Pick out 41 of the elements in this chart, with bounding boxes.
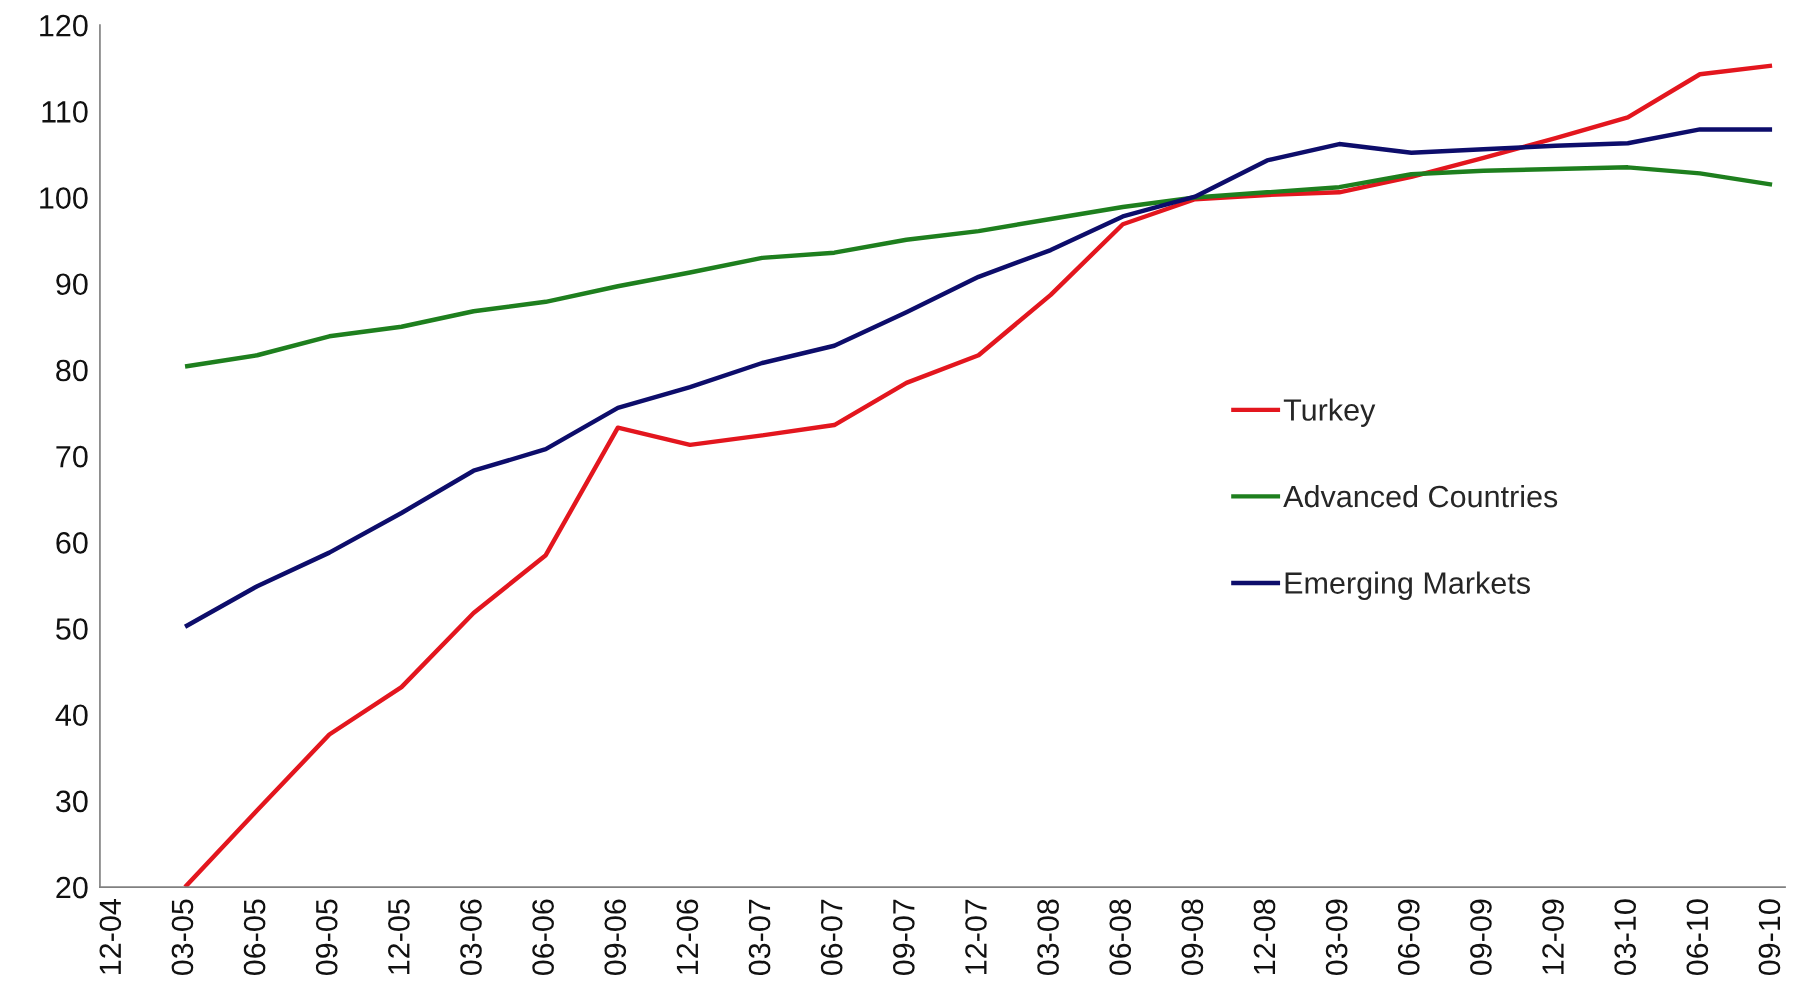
y-tick-label: 40 (55, 704, 88, 727)
x-tick-label: 12-07 (965, 899, 987, 974)
y-tick-label: 20 (56, 876, 88, 899)
line-series (182, 165, 1775, 369)
x-tick-label: 03-06 (460, 899, 482, 976)
x-tick-label: 03-07 (748, 899, 771, 976)
x-tick-label: 12-06 (676, 899, 699, 974)
x-tick-label: 06-09 (1397, 899, 1420, 976)
y-tick-label: 120 (40, 14, 88, 37)
y-tick-label: 100 (40, 187, 88, 209)
y-tick-label: 90 (56, 273, 88, 296)
y-tick-label: 110 (42, 101, 88, 123)
x-tick-label: 12-09 (1542, 899, 1564, 974)
x-tick-label: 06-08 (1109, 899, 1132, 976)
legend-label: Turkey (1283, 398, 1376, 427)
x-tick-label: 09-05 (315, 899, 338, 976)
x-tick-label: 09-10 (1758, 899, 1781, 976)
y-tick-label: 30 (56, 790, 88, 813)
x-tick-label: 12-05 (388, 899, 410, 974)
x-tick-label: 09-09 (1470, 899, 1492, 976)
line-series (182, 127, 1775, 629)
legend-label: Advanced Countries (1283, 484, 1558, 508)
x-tick-label: 06-05 (243, 899, 266, 976)
x-tick-label: 03-09 (1325, 899, 1348, 976)
x-tick-label: 03-05 (171, 899, 194, 976)
x-tick-label: 06-06 (532, 899, 554, 976)
x-tick-label: 06-07 (820, 899, 843, 976)
x-tick-label: 12-04 (99, 899, 122, 974)
x-tick-label: 03-10 (1614, 899, 1636, 976)
x-tick-label: 09-06 (604, 899, 627, 976)
x-tick-label: 03-08 (1037, 899, 1059, 976)
y-tick-label: 70 (56, 445, 88, 468)
y-tick-label: 50 (56, 618, 88, 640)
x-tick-label: 09-07 (893, 899, 915, 976)
y-tick-label: 60 (56, 532, 88, 554)
y-tick-label: 80 (56, 359, 88, 382)
x-tick-label: 12-08 (1253, 899, 1276, 974)
legend-label: Emerging Markets (1285, 571, 1530, 600)
x-tick-label: 06-10 (1686, 899, 1709, 976)
x-tick-label: 09-08 (1181, 899, 1204, 976)
line-series (182, 63, 1775, 888)
